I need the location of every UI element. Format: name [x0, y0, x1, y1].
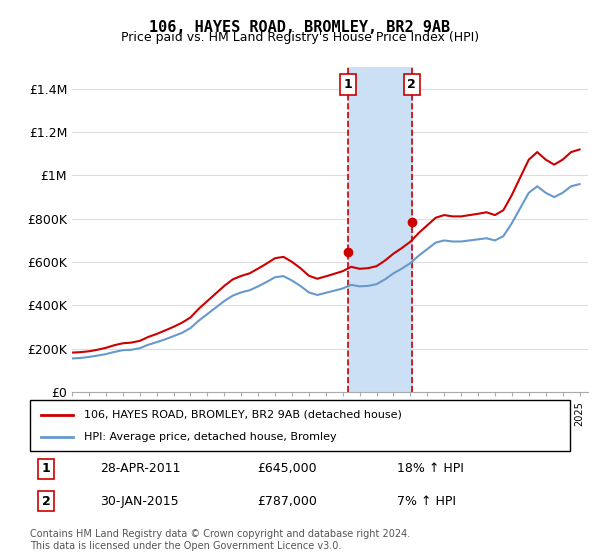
Text: 106, HAYES ROAD, BROMLEY, BR2 9AB: 106, HAYES ROAD, BROMLEY, BR2 9AB	[149, 20, 451, 35]
Text: 30-JAN-2015: 30-JAN-2015	[100, 494, 179, 507]
Text: Price paid vs. HM Land Registry's House Price Index (HPI): Price paid vs. HM Land Registry's House …	[121, 31, 479, 44]
Text: 2: 2	[407, 78, 416, 91]
Text: 106, HAYES ROAD, BROMLEY, BR2 9AB (detached house): 106, HAYES ROAD, BROMLEY, BR2 9AB (detac…	[84, 409, 402, 419]
FancyBboxPatch shape	[30, 400, 570, 451]
Text: 28-APR-2011: 28-APR-2011	[100, 463, 181, 475]
Text: Contains HM Land Registry data © Crown copyright and database right 2024.
This d: Contains HM Land Registry data © Crown c…	[30, 529, 410, 551]
Text: 18% ↑ HPI: 18% ↑ HPI	[397, 463, 464, 475]
Text: £645,000: £645,000	[257, 463, 316, 475]
Bar	[348, 67, 412, 392]
Text: 1: 1	[42, 463, 50, 475]
Text: 7% ↑ HPI: 7% ↑ HPI	[397, 494, 456, 507]
Text: 2: 2	[42, 494, 50, 507]
Text: HPI: Average price, detached house, Bromley: HPI: Average price, detached house, Brom…	[84, 432, 337, 442]
Text: 1: 1	[344, 78, 352, 91]
Text: £787,000: £787,000	[257, 494, 317, 507]
